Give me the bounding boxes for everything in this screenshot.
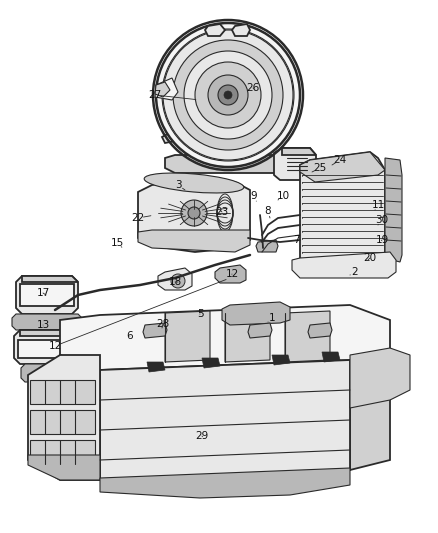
Text: 12: 12 bbox=[48, 341, 62, 351]
Polygon shape bbox=[60, 305, 390, 370]
Polygon shape bbox=[143, 323, 167, 338]
Circle shape bbox=[188, 207, 200, 219]
Polygon shape bbox=[272, 355, 290, 365]
Polygon shape bbox=[215, 265, 246, 283]
Circle shape bbox=[184, 51, 272, 139]
Text: 6: 6 bbox=[127, 331, 133, 341]
Polygon shape bbox=[138, 230, 250, 252]
Polygon shape bbox=[232, 24, 250, 36]
Text: 8: 8 bbox=[265, 206, 271, 216]
Polygon shape bbox=[162, 125, 185, 143]
Text: 5: 5 bbox=[197, 309, 203, 319]
Polygon shape bbox=[165, 311, 210, 362]
Text: 1: 1 bbox=[268, 313, 276, 323]
Polygon shape bbox=[292, 252, 396, 278]
Polygon shape bbox=[30, 440, 95, 464]
Text: 13: 13 bbox=[36, 320, 49, 330]
Polygon shape bbox=[100, 468, 350, 498]
Text: 15: 15 bbox=[110, 238, 124, 248]
Polygon shape bbox=[138, 178, 250, 252]
Polygon shape bbox=[14, 330, 74, 364]
Text: 30: 30 bbox=[375, 215, 389, 225]
Circle shape bbox=[208, 75, 248, 115]
Text: 23: 23 bbox=[215, 207, 229, 217]
Polygon shape bbox=[155, 82, 170, 97]
Polygon shape bbox=[147, 362, 165, 372]
Polygon shape bbox=[205, 24, 225, 36]
Circle shape bbox=[156, 23, 300, 167]
Circle shape bbox=[181, 200, 207, 226]
Polygon shape bbox=[20, 330, 74, 336]
Polygon shape bbox=[385, 158, 402, 262]
Bar bbox=[20, 284, 74, 306]
Polygon shape bbox=[256, 240, 278, 252]
Text: 20: 20 bbox=[364, 253, 377, 263]
Ellipse shape bbox=[144, 173, 244, 193]
Polygon shape bbox=[30, 410, 95, 434]
Polygon shape bbox=[28, 455, 100, 480]
Text: 19: 19 bbox=[375, 235, 389, 245]
Text: 22: 22 bbox=[131, 213, 145, 223]
Polygon shape bbox=[16, 276, 78, 314]
Text: 25: 25 bbox=[313, 163, 327, 173]
Polygon shape bbox=[322, 352, 340, 362]
Polygon shape bbox=[170, 105, 190, 130]
Circle shape bbox=[163, 30, 293, 160]
Polygon shape bbox=[12, 314, 82, 330]
Text: 11: 11 bbox=[371, 200, 385, 210]
Text: 3: 3 bbox=[175, 180, 181, 190]
Polygon shape bbox=[28, 355, 100, 480]
Polygon shape bbox=[60, 355, 100, 480]
Circle shape bbox=[173, 40, 283, 150]
Circle shape bbox=[195, 62, 261, 128]
Polygon shape bbox=[30, 380, 95, 404]
Text: 9: 9 bbox=[251, 191, 257, 201]
Text: 26: 26 bbox=[246, 83, 260, 93]
Polygon shape bbox=[350, 355, 390, 470]
Circle shape bbox=[171, 274, 185, 288]
Polygon shape bbox=[274, 148, 316, 180]
Text: 7: 7 bbox=[293, 235, 299, 245]
Polygon shape bbox=[350, 348, 410, 408]
Polygon shape bbox=[155, 78, 178, 100]
Text: 2: 2 bbox=[352, 267, 358, 277]
Text: 27: 27 bbox=[148, 90, 162, 100]
Polygon shape bbox=[300, 152, 385, 265]
Polygon shape bbox=[158, 268, 192, 290]
Text: 29: 29 bbox=[195, 431, 208, 441]
Polygon shape bbox=[225, 311, 270, 362]
Text: 12: 12 bbox=[226, 269, 239, 279]
Polygon shape bbox=[22, 276, 78, 282]
Bar bbox=[18, 340, 66, 358]
Polygon shape bbox=[21, 364, 64, 382]
Polygon shape bbox=[248, 323, 272, 338]
Polygon shape bbox=[285, 311, 330, 362]
Polygon shape bbox=[222, 302, 290, 325]
Polygon shape bbox=[282, 148, 316, 155]
Circle shape bbox=[224, 91, 232, 99]
Polygon shape bbox=[300, 152, 385, 182]
Text: 10: 10 bbox=[276, 191, 290, 201]
Polygon shape bbox=[100, 360, 350, 480]
Circle shape bbox=[218, 85, 238, 105]
Text: 24: 24 bbox=[333, 155, 346, 165]
Polygon shape bbox=[202, 358, 220, 368]
Text: 17: 17 bbox=[36, 288, 49, 298]
Text: 18: 18 bbox=[168, 277, 182, 287]
Polygon shape bbox=[165, 155, 305, 173]
Polygon shape bbox=[308, 323, 332, 338]
Text: 28: 28 bbox=[156, 319, 170, 329]
